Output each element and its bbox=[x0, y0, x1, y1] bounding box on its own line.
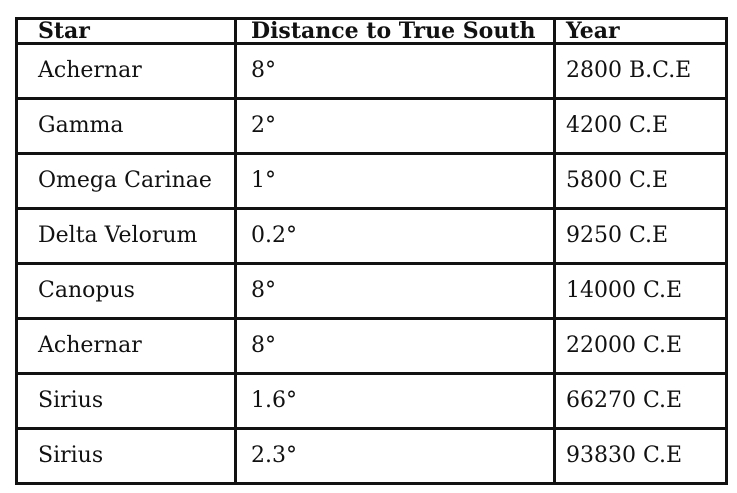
table-row: Omega Carinae 1° 5800 C.E bbox=[15, 152, 728, 210]
cell-year: 2800 B.C.E bbox=[553, 42, 728, 100]
table-row: Sirius 2.3° 93830 C.E bbox=[15, 427, 728, 485]
table-row: Sirius 1.6° 66270 C.E bbox=[15, 372, 728, 430]
cell-distance: 2° bbox=[234, 97, 556, 155]
cell-distance: 8° bbox=[234, 317, 556, 375]
header-distance: Distance to True South bbox=[234, 17, 556, 45]
cell-year: 22000 C.E bbox=[553, 317, 728, 375]
table-row: Delta Velorum 0.2° 9250 C.E bbox=[15, 207, 728, 265]
cell-year: 9250 C.E bbox=[553, 207, 728, 265]
cell-distance: 1.6° bbox=[234, 372, 556, 430]
header-row: Star Distance to True South Year bbox=[15, 17, 728, 45]
cell-distance: 8° bbox=[234, 262, 556, 320]
cell-star: Sirius bbox=[15, 372, 237, 430]
cell-year: 14000 C.E bbox=[553, 262, 728, 320]
cell-star: Canopus bbox=[15, 262, 237, 320]
cell-year: 66270 C.E bbox=[553, 372, 728, 430]
cell-year: 5800 C.E bbox=[553, 152, 728, 210]
table-row: Gamma 2° 4200 C.E bbox=[15, 97, 728, 155]
table-row: Achernar 8° 2800 B.C.E bbox=[15, 42, 728, 100]
cell-star: Omega Carinae bbox=[15, 152, 237, 210]
cell-star: Gamma bbox=[15, 97, 237, 155]
table-row: Achernar 8° 22000 C.E bbox=[15, 317, 728, 375]
table-row: Canopus 8° 14000 C.E bbox=[15, 262, 728, 320]
cell-year: 4200 C.E bbox=[553, 97, 728, 155]
cell-star: Achernar bbox=[15, 317, 237, 375]
cell-distance: 2.3° bbox=[234, 427, 556, 485]
cell-star: Delta Velorum bbox=[15, 207, 237, 265]
header-star: Star bbox=[15, 17, 237, 45]
header-year: Year bbox=[553, 17, 728, 45]
star-table-container: Star Distance to True South Year Acherna… bbox=[15, 17, 728, 485]
cell-distance: 1° bbox=[234, 152, 556, 210]
cell-distance: 0.2° bbox=[234, 207, 556, 265]
cell-year: 93830 C.E bbox=[553, 427, 728, 485]
cell-star: Sirius bbox=[15, 427, 237, 485]
star-table: Star Distance to True South Year Acherna… bbox=[15, 17, 728, 485]
cell-distance: 8° bbox=[234, 42, 556, 100]
cell-star: Achernar bbox=[15, 42, 237, 100]
